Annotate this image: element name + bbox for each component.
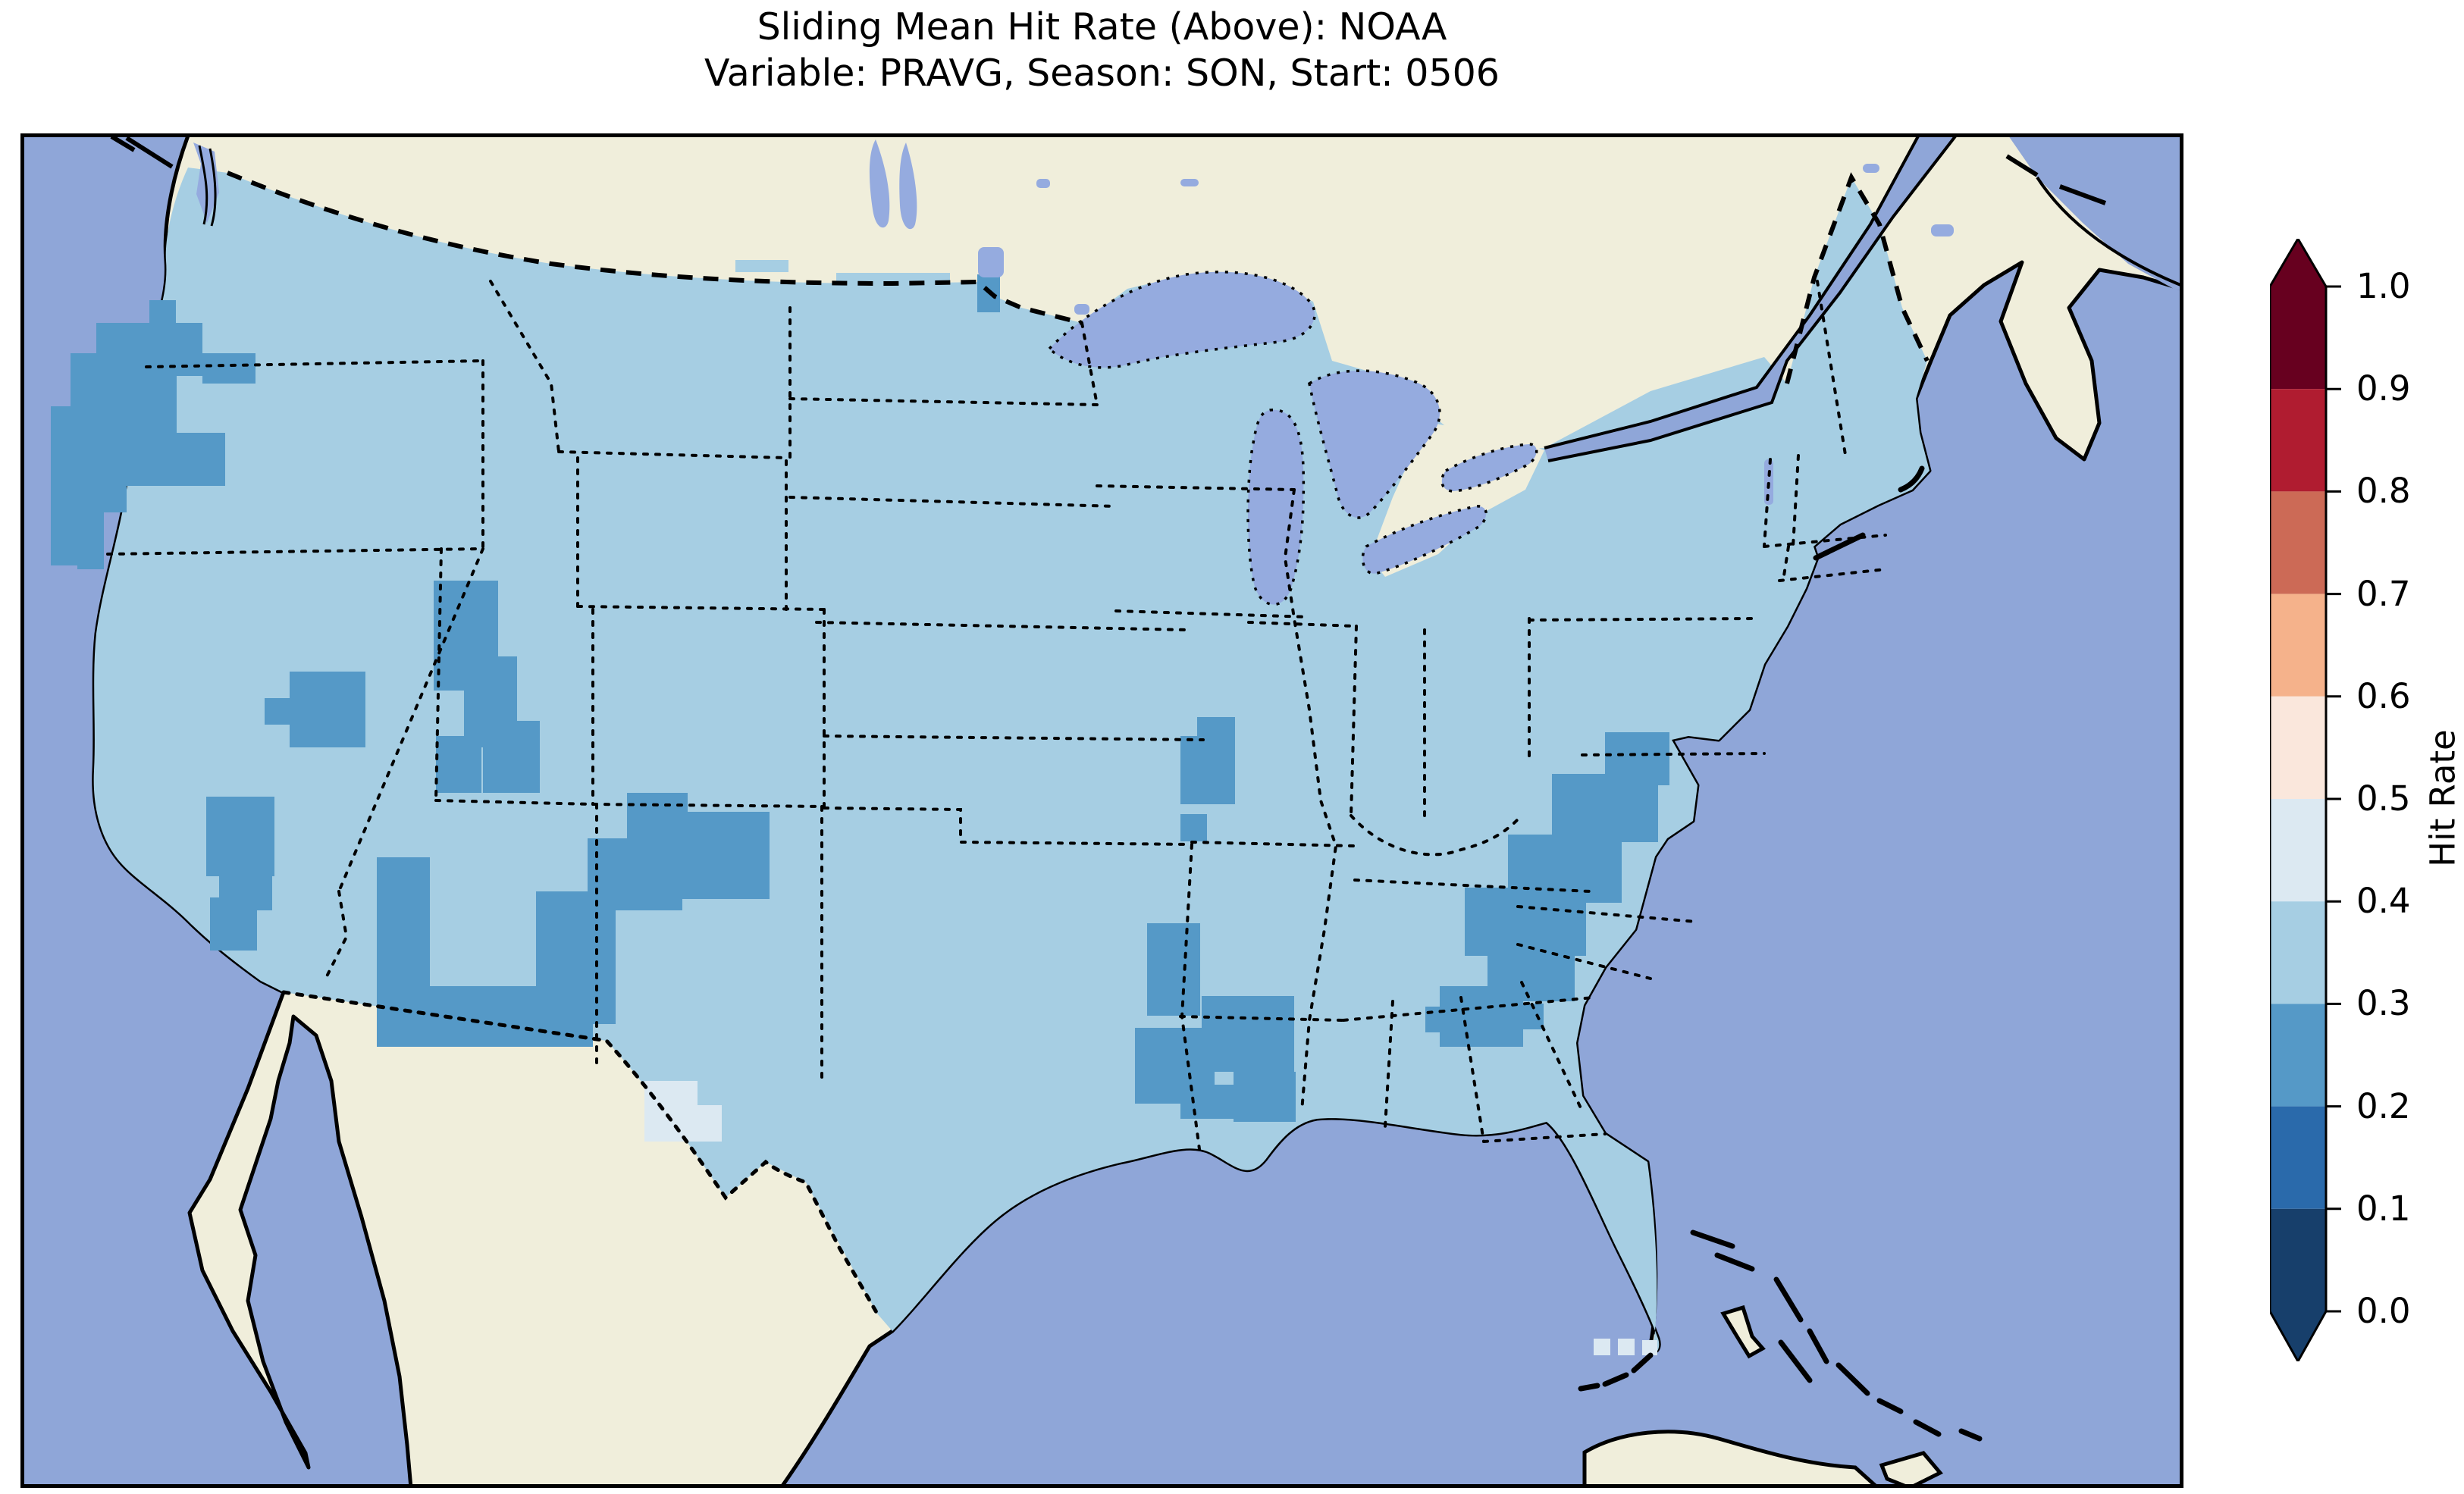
lake-erie bbox=[1361, 505, 1487, 575]
hit-rate-patches-02-03 bbox=[51, 274, 1669, 1122]
us-mexico-border bbox=[281, 990, 879, 1316]
colorbar-bin bbox=[2270, 594, 2326, 697]
colorbar-tick-label: 0.4 bbox=[2356, 881, 2411, 921]
us-canada-border bbox=[226, 171, 1930, 384]
colorbar-bin bbox=[2270, 1208, 2326, 1311]
colorbar bbox=[2268, 236, 2353, 1364]
figure-title-line1: Sliding Mean Hit Rate (Above): NOAA bbox=[757, 5, 1447, 49]
colorbar-tick-label: 0.8 bbox=[2356, 471, 2411, 511]
lake-michigan bbox=[1246, 409, 1306, 606]
colorbar-bin bbox=[2270, 389, 2326, 492]
us-hit-rate-map bbox=[20, 133, 2183, 1488]
colorbar-tick-label: 0.6 bbox=[2356, 676, 2411, 716]
colorbar-tick-label: 0.1 bbox=[2356, 1189, 2411, 1229]
figure-title: Sliding Mean Hit Rate (Above): NOAA Vari… bbox=[20, 5, 2183, 97]
colorbar-svg bbox=[2268, 236, 2341, 1364]
hispaniola-edge bbox=[1879, 1451, 1943, 1488]
andros-island bbox=[1720, 1305, 1766, 1359]
colorbar-axis-label: Hit Rate bbox=[2422, 729, 2463, 867]
state-borders bbox=[106, 280, 1887, 1151]
colorbar-under-arrow bbox=[2270, 1311, 2326, 1361]
colorbar-tick-label: 1.0 bbox=[2356, 266, 2411, 306]
colorbar-over-arrow bbox=[2270, 239, 2326, 287]
lake-superior bbox=[1047, 271, 1316, 369]
colorbar-tick-label: 0.7 bbox=[2356, 574, 2411, 614]
figure-title-line2: Variable: PRAVG, Season: SON, Start: 050… bbox=[704, 51, 1500, 95]
cuba bbox=[1582, 1430, 1881, 1488]
puget-sound-coast bbox=[198, 145, 217, 227]
map-figure bbox=[20, 133, 2183, 1488]
colorbar-bin bbox=[2270, 491, 2326, 594]
colorbar-bin bbox=[2270, 1004, 2326, 1107]
st-lawrence-coast-strokes bbox=[1544, 133, 2183, 462]
vancouver-island-coast bbox=[110, 134, 174, 169]
colorbar-tick-label: 0.2 bbox=[2356, 1086, 2411, 1126]
colorbar-tick-label: 0.5 bbox=[2356, 778, 2411, 819]
caribbean-islands bbox=[1578, 465, 1983, 1488]
colorbar-bin bbox=[2270, 901, 2326, 1004]
small-lakes bbox=[193, 139, 1954, 505]
hit-rate-patches-04-05 bbox=[644, 1081, 1657, 1355]
island-chain-strokes bbox=[1578, 465, 1983, 1442]
colorbar-ticks bbox=[2326, 285, 2341, 1313]
st-lawrence-water bbox=[1544, 133, 2183, 461]
great-lakes bbox=[1047, 271, 1538, 606]
colorbar-bin bbox=[2270, 799, 2326, 902]
lake-huron bbox=[1308, 369, 1441, 519]
colorbar-tick-label: 0.9 bbox=[2356, 368, 2411, 409]
colorbar-tick-label: 0.3 bbox=[2356, 983, 2411, 1023]
colorbar-tick-label: 0.0 bbox=[2356, 1291, 2411, 1331]
axes-frame bbox=[20, 133, 2183, 1488]
colorbar-bin bbox=[2270, 1106, 2326, 1209]
colorbar-bin bbox=[2270, 696, 2326, 799]
lake-ontario bbox=[1440, 443, 1538, 493]
colorbar-bin bbox=[2270, 287, 2326, 390]
